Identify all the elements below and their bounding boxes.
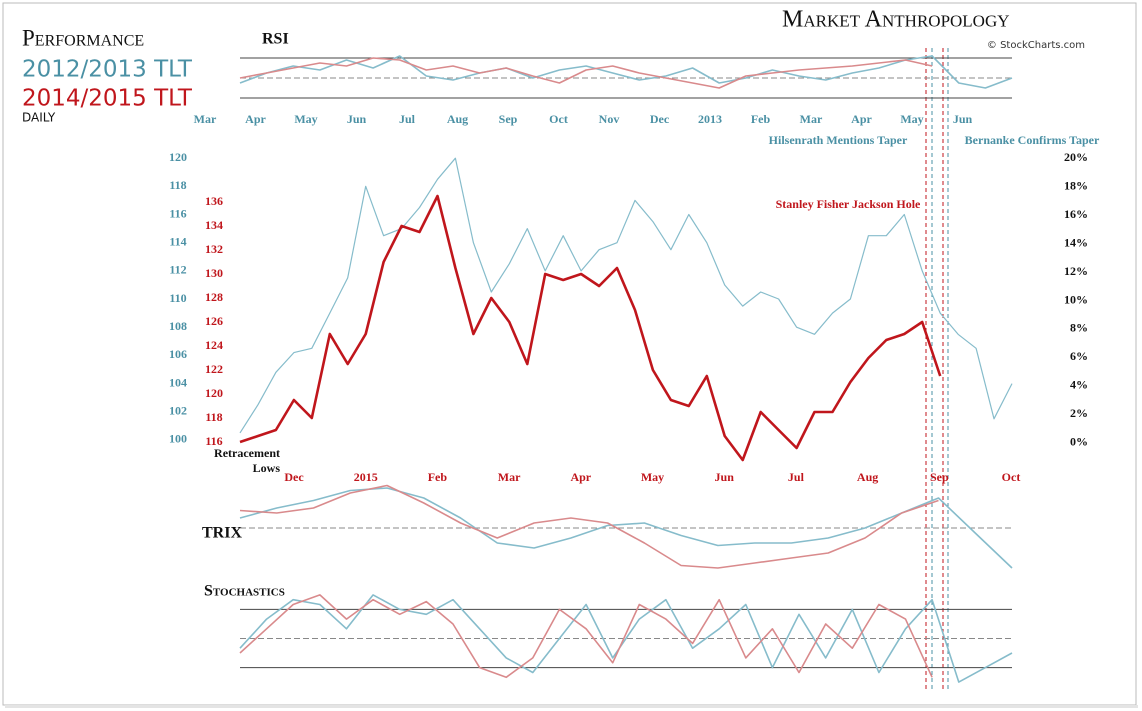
x-tick-label: Apr	[851, 112, 872, 126]
x2-tick-label: Sep	[930, 470, 949, 484]
x-tick-label: May	[900, 112, 923, 126]
y3-tick-label: 118	[205, 410, 222, 424]
chart-title: Performance	[22, 25, 144, 50]
legend-entry: 2014/2015 TLT	[22, 86, 193, 112]
y-tick-label: 110	[169, 291, 186, 305]
y2-tick-label: 20%	[1064, 150, 1088, 164]
panel-title: Stochastics	[204, 583, 285, 600]
y-tick-label: 106	[169, 347, 187, 361]
annotation: Hilsenrath Mentions Taper	[769, 133, 908, 147]
x-tick-label: Jul	[399, 112, 416, 126]
annotation: Bernanke Confirms Taper	[965, 133, 1100, 147]
y3-tick-label: 134	[205, 218, 223, 232]
y2-tick-label: 0%	[1070, 434, 1088, 448]
x2-tick-label: Mar	[498, 470, 521, 484]
event-lines	[925, 48, 949, 690]
x-tick-label: Oct	[549, 112, 568, 126]
x2-tick-label: Apr	[570, 470, 591, 484]
brand: Market Anthropology	[782, 7, 1010, 33]
y3-tick-label: 120	[205, 386, 223, 400]
annotation: Stanley Fisher Jackson Hole	[776, 197, 921, 211]
series-line	[239, 157, 1013, 434]
y3-tick-label: 116	[205, 434, 222, 448]
x-tick-label: Nov	[599, 112, 620, 126]
y2-tick-label: 8%	[1070, 321, 1088, 335]
y-tick-label: 108	[169, 319, 187, 333]
y-tick-label: 118	[169, 178, 186, 192]
x-tick-label: May	[294, 112, 317, 126]
x2-tick-label: Jun	[715, 470, 735, 484]
y2-tick-label: 16%	[1064, 207, 1088, 221]
x2-tick-label: May	[641, 470, 664, 484]
x-tick-label: Jun	[347, 112, 367, 126]
series-line	[239, 594, 1013, 683]
y3-tick-label: 128	[205, 290, 223, 304]
y-tick-label: 104	[169, 375, 187, 389]
x-tick-label: Dec	[650, 112, 670, 126]
x-tick-label: Feb	[751, 112, 771, 126]
x-tick-label: Jun	[953, 112, 973, 126]
y2-tick-label: 14%	[1064, 235, 1088, 249]
x2-tick-label: Dec	[284, 470, 304, 484]
y2-tick-label: 4%	[1070, 378, 1088, 392]
y3-tick-label: 126	[205, 314, 223, 328]
legend-entry: 2012/2013 TLT	[22, 57, 193, 83]
frame-shadow	[5, 705, 1138, 708]
y2-tick-label: 10%	[1064, 292, 1088, 306]
x2-tick-label: Aug	[857, 470, 878, 484]
x-tick-label: Sep	[499, 112, 518, 126]
series-line	[239, 484, 939, 569]
panel-title: TRIX	[202, 525, 242, 542]
series-line	[239, 594, 933, 679]
y2-tick-label: 2%	[1070, 406, 1088, 420]
x2-tick-label: Jul	[788, 470, 805, 484]
y3-tick-label: 136	[205, 194, 223, 208]
x-tick-label: Apr	[245, 112, 266, 126]
series-line	[239, 57, 933, 89]
annotation: Retracement Lows	[214, 446, 280, 475]
y2-tick-label: 12%	[1064, 264, 1088, 278]
y3-tick-label: 122	[205, 362, 223, 376]
y-tick-label: 120	[169, 150, 187, 164]
y3-tick-label: 124	[205, 338, 223, 352]
y-tick-label: 102	[169, 403, 187, 417]
y3-tick-label: 132	[205, 242, 223, 256]
y3-tick-label: 130	[205, 266, 223, 280]
x-tick-label: Aug	[447, 112, 468, 126]
y2-tick-label: 18%	[1064, 179, 1088, 193]
x2-tick-label: 2015	[354, 470, 378, 484]
x-tick-label: 2013	[698, 112, 722, 126]
x2-tick-label: Oct	[1002, 470, 1021, 484]
y-tick-label: 114	[169, 234, 186, 248]
panel-title: RSI	[262, 31, 289, 48]
x-tick-label: Mar	[194, 112, 217, 126]
series-line	[239, 194, 942, 462]
y2-tick-label: 6%	[1070, 349, 1088, 363]
x-tick-label: Mar	[800, 112, 823, 126]
source: © StockCharts.com	[987, 40, 1085, 51]
x2-tick-label: Feb	[428, 470, 448, 484]
y-tick-label: 112	[169, 263, 186, 277]
series-line	[239, 55, 1013, 89]
subtitle: DAILY	[22, 111, 56, 125]
y-tick-label: 100	[169, 432, 187, 446]
y-tick-label: 116	[169, 206, 186, 220]
